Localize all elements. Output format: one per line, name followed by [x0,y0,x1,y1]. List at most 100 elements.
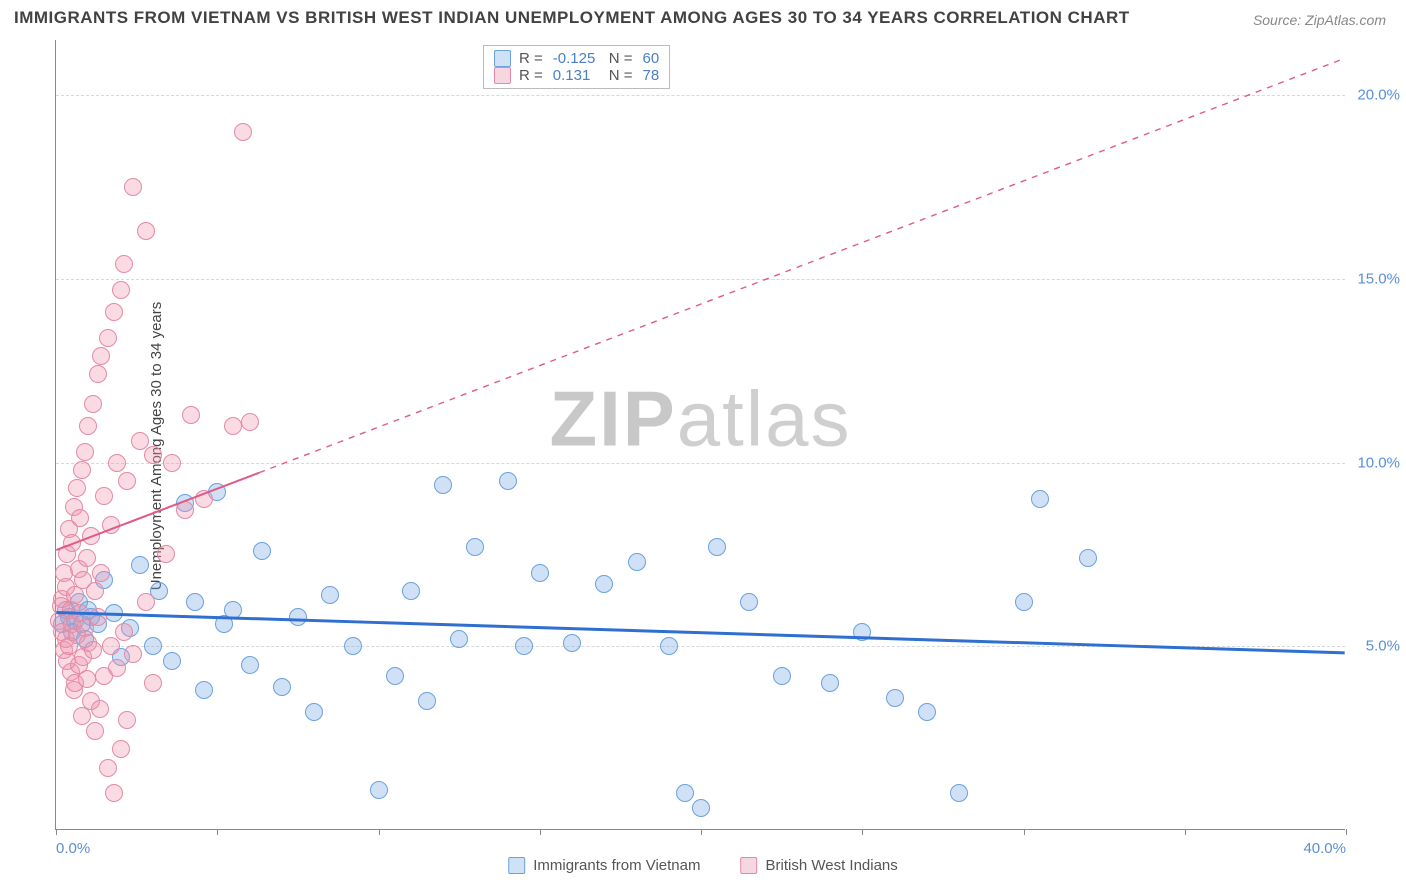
data-point-bwi [112,740,130,758]
legend-row-vietnam: R = -0.125 N = 60 [494,50,659,67]
data-point-vietnam [676,784,694,802]
data-point-vietnam [660,637,678,655]
scatter-points [56,40,1345,829]
data-point-bwi [86,582,104,600]
y-tick-label: 5.0% [1350,638,1400,655]
data-point-bwi [84,395,102,413]
data-point-bwi [195,490,213,508]
data-point-vietnam [918,703,936,721]
legend-label-vietnam: Immigrants from Vietnam [533,857,700,874]
x-tick-label: 40.0% [1303,840,1346,857]
data-point-bwi [99,329,117,347]
data-point-vietnam [595,575,613,593]
data-point-vietnam [499,472,517,490]
data-point-bwi [108,659,126,677]
data-point-bwi [73,461,91,479]
data-point-vietnam [224,601,242,619]
data-point-bwi [105,303,123,321]
scatter-plot: ZIPatlas 5.0%10.0%15.0%20.0% 0.0%40.0% [55,40,1345,830]
chart-title: IMMIGRANTS FROM VIETNAM VS BRITISH WEST … [14,8,1130,28]
data-point-bwi [144,674,162,692]
data-point-bwi [84,641,102,659]
data-point-vietnam [434,476,452,494]
data-point-bwi [95,487,113,505]
data-point-bwi [118,711,136,729]
data-point-bwi [91,700,109,718]
data-point-bwi [163,454,181,472]
data-point-vietnam [305,703,323,721]
data-point-bwi [176,501,194,519]
y-tick-label: 20.0% [1350,87,1400,104]
data-point-bwi [102,637,120,655]
data-point-vietnam [418,692,436,710]
data-point-bwi [79,417,97,435]
data-point-vietnam [144,637,162,655]
data-point-bwi [241,413,259,431]
swatch-bwi-icon [741,857,758,874]
source-attribution: Source: ZipAtlas.com [1253,12,1386,28]
correlation-legend: R = -0.125 N = 60 R = 0.131 N = 78 [483,45,670,89]
data-point-vietnam [886,689,904,707]
data-point-bwi [105,784,123,802]
data-point-vietnam [241,656,259,674]
data-point-vietnam [853,623,871,641]
data-point-bwi [68,479,86,497]
data-point-vietnam [402,582,420,600]
data-point-vietnam [1031,490,1049,508]
data-point-vietnam [950,784,968,802]
data-point-vietnam [344,637,362,655]
data-point-bwi [131,432,149,450]
data-point-bwi [78,670,96,688]
data-point-vietnam [321,586,339,604]
y-tick-label: 15.0% [1350,270,1400,287]
data-point-vietnam [386,667,404,685]
data-point-vietnam [105,604,123,622]
data-point-bwi [118,472,136,490]
data-point-bwi [124,645,142,663]
data-point-vietnam [1079,549,1097,567]
data-point-bwi [234,123,252,141]
legend-label-bwi: British West Indians [766,857,898,874]
data-point-vietnam [466,538,484,556]
data-point-vietnam [515,637,533,655]
data-point-vietnam [708,538,726,556]
data-point-vietnam [773,667,791,685]
data-point-vietnam [531,564,549,582]
data-point-vietnam [821,674,839,692]
data-point-bwi [89,365,107,383]
x-tick-label: 0.0% [56,840,90,857]
data-point-bwi [71,509,89,527]
data-point-vietnam [195,681,213,699]
data-point-bwi [115,255,133,273]
data-point-vietnam [163,652,181,670]
data-point-bwi [182,406,200,424]
data-point-bwi [78,549,96,567]
data-point-bwi [112,281,130,299]
data-point-vietnam [273,678,291,696]
legend-item-bwi: British West Indians [741,857,898,874]
data-point-vietnam [628,553,646,571]
data-point-bwi [144,446,162,464]
data-point-vietnam [1015,593,1033,611]
data-point-bwi [157,545,175,563]
data-point-bwi [99,759,117,777]
data-point-bwi [92,564,110,582]
swatch-vietnam [494,50,511,67]
swatch-vietnam-icon [508,857,525,874]
data-point-bwi [102,516,120,534]
legend-row-bwi: R = 0.131 N = 78 [494,67,659,84]
data-point-vietnam [692,799,710,817]
legend-item-vietnam: Immigrants from Vietnam [508,857,700,874]
data-point-vietnam [131,556,149,574]
data-point-bwi [82,527,100,545]
data-point-bwi [124,178,142,196]
y-tick-label: 10.0% [1350,454,1400,471]
data-point-vietnam [370,781,388,799]
data-point-vietnam [253,542,271,560]
series-legend: Immigrants from Vietnam British West Ind… [508,857,898,874]
data-point-bwi [115,623,133,641]
data-point-vietnam [450,630,468,648]
data-point-bwi [86,722,104,740]
data-point-vietnam [563,634,581,652]
data-point-vietnam [289,608,307,626]
